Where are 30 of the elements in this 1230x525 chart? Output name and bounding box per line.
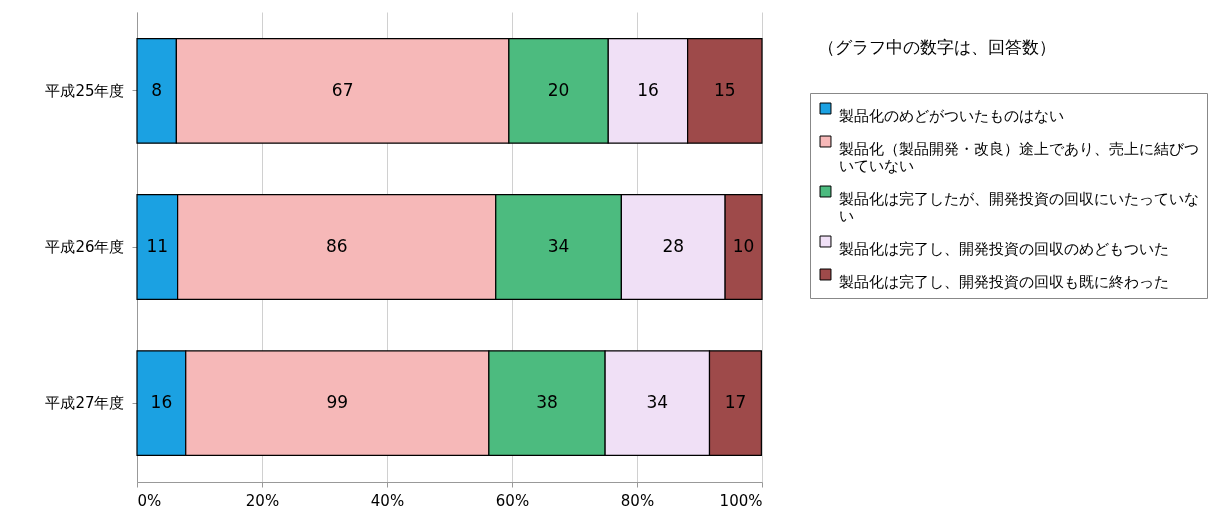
x-tick-label: 20% (245, 491, 280, 510)
annotation: 38 (536, 392, 558, 413)
annotation: 15 (713, 79, 736, 100)
legend-label: 製品化のめどがついたものはない (839, 106, 1064, 125)
y-tick-label: 平成27年度 (45, 394, 125, 413)
y-tick-label: 平成25年度 (45, 81, 125, 100)
annotation: 28 (662, 236, 685, 256)
legend-label: 製品化は完了し、開発投資の回収のめどもついた (839, 239, 1169, 258)
annotation: 34 (646, 392, 669, 413)
annotation: 16 (150, 392, 173, 413)
annotation: 86 (325, 236, 348, 256)
legend-label: 製品化は完了し、開発投資の回収も既に終わった (839, 272, 1169, 291)
annotation: 34 (547, 236, 570, 256)
x-tick-label: 100% (719, 491, 763, 510)
legend-label: 製品化は完了したが、開発投資の回収にいたっていない (839, 189, 1199, 225)
annotation: 17 (724, 392, 747, 413)
annotation: 99 (326, 392, 349, 413)
x-tick-label: 0% (137, 491, 162, 510)
annotation: 8 (151, 79, 163, 100)
annotation: 11 (146, 236, 169, 256)
annotation: 10 (732, 236, 755, 256)
y-tick-label: 平成26年度 (45, 238, 125, 256)
text: （グラフ中の数字は、回答数） (818, 36, 1056, 59)
legend-label: 製品化（製品開発・改良）途上であり、売上に結びついていない (839, 139, 1199, 175)
annotation: 67 (331, 79, 354, 100)
x-tick-label: 40% (370, 491, 405, 510)
annotation: 20 (547, 79, 570, 100)
x-tick-label: 60% (495, 491, 530, 510)
annotation: 16 (637, 79, 659, 100)
x-tick-label: 80% (620, 491, 655, 510)
